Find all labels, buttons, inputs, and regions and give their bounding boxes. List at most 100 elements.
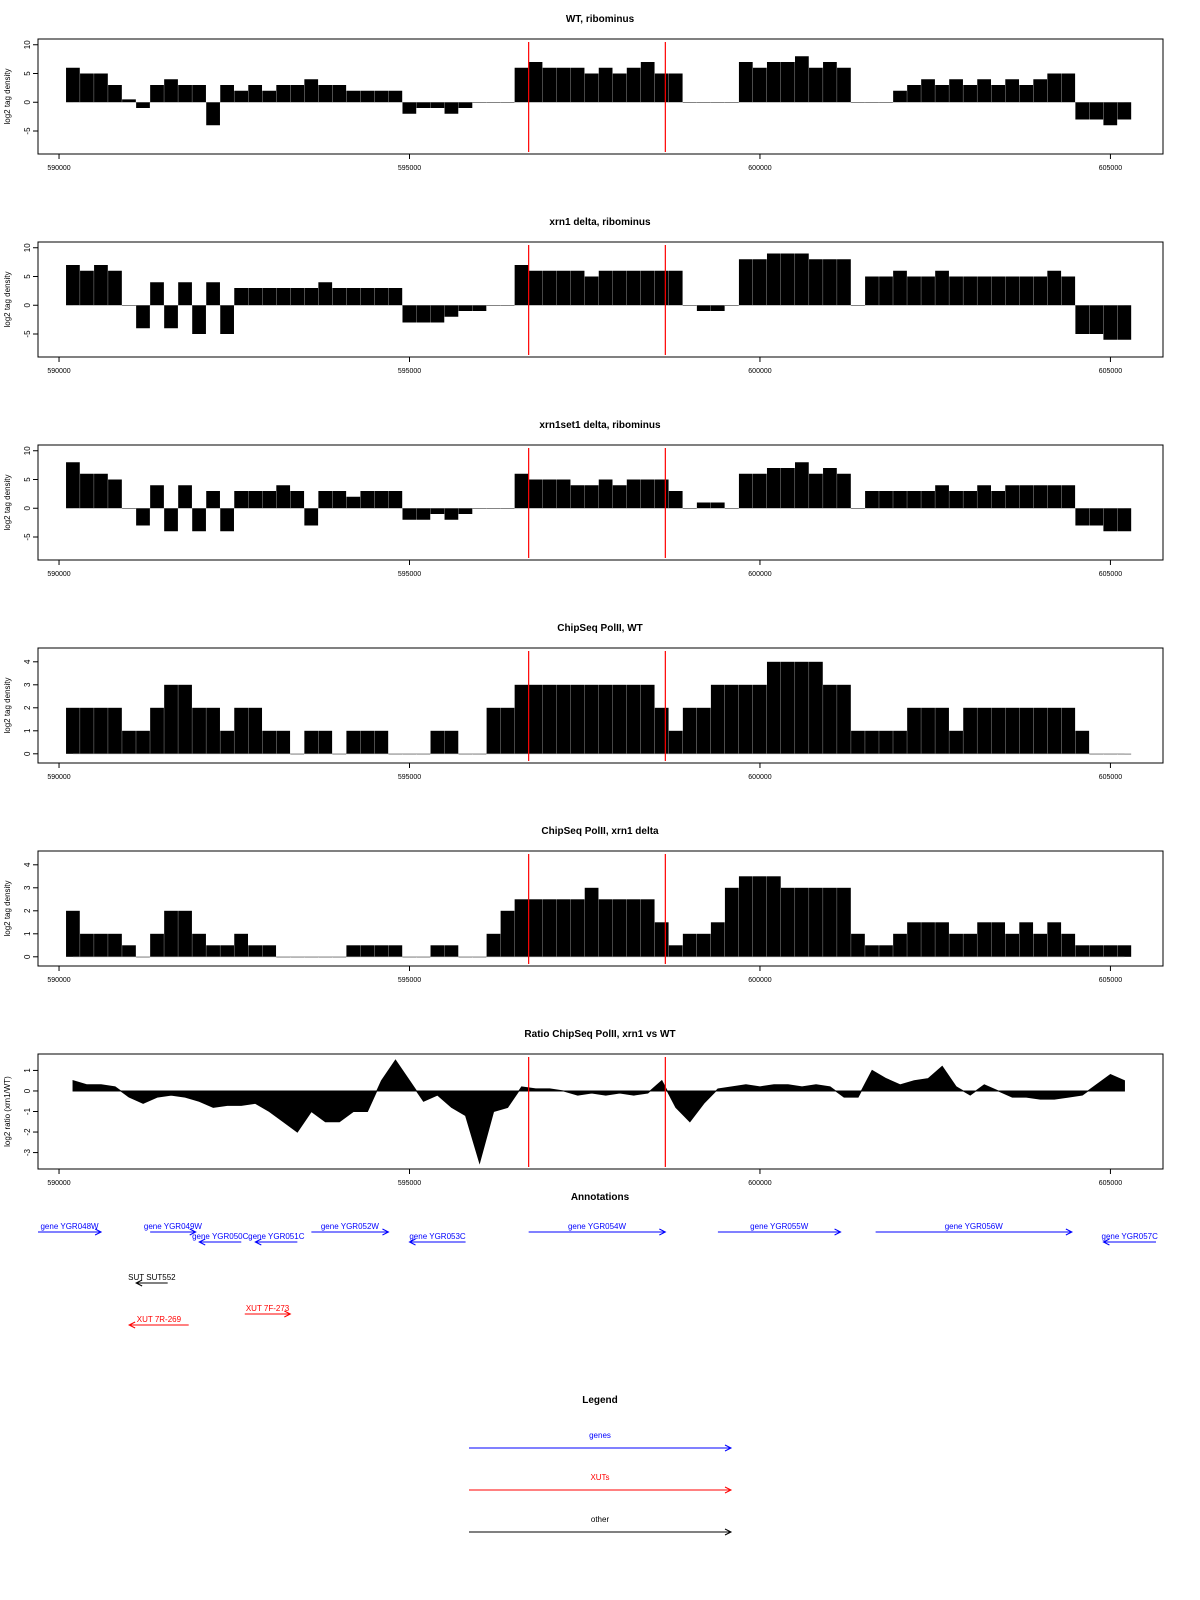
density-bar bbox=[893, 933, 907, 957]
density-bar bbox=[921, 707, 935, 754]
plot-frame bbox=[37, 38, 1164, 155]
density-bar bbox=[192, 933, 206, 957]
density-bar bbox=[949, 730, 963, 754]
density-bar bbox=[696, 933, 711, 957]
density-bar bbox=[809, 67, 823, 103]
density-bar bbox=[346, 496, 361, 509]
density-bar bbox=[1033, 707, 1048, 754]
panel-1: WT, ribominus -5 0 5 10 log2 tag density 59000… bbox=[3, 14, 1164, 172]
x-tick-label: 600000 bbox=[748, 368, 771, 375]
density-bar bbox=[458, 508, 473, 514]
density-bar bbox=[80, 933, 94, 957]
density-bar bbox=[584, 73, 599, 103]
density-bar bbox=[374, 730, 389, 754]
density-bar bbox=[949, 79, 963, 103]
feature-arrowhead bbox=[408, 1238, 416, 1246]
feature-label: gene YGR057C bbox=[1102, 1232, 1159, 1241]
density-bar bbox=[823, 259, 837, 306]
annotation-feature: gene YGR056W bbox=[875, 1222, 1073, 1236]
density-bar bbox=[276, 730, 291, 754]
density-bar bbox=[738, 259, 753, 306]
density-bar bbox=[598, 479, 613, 509]
x-tick-label: 590000 bbox=[47, 774, 70, 781]
feature-label: XUT 7R-269 bbox=[137, 1315, 182, 1324]
density-bar bbox=[332, 85, 347, 103]
plot-frame bbox=[37, 850, 1164, 967]
density-bar bbox=[837, 684, 851, 754]
density-bar bbox=[640, 479, 655, 509]
density-bar bbox=[795, 462, 809, 509]
density-bar bbox=[963, 933, 977, 957]
feature-arrowhead bbox=[1065, 1228, 1073, 1236]
density-bar bbox=[1005, 933, 1020, 957]
density-bar bbox=[963, 491, 977, 509]
density-bar bbox=[374, 491, 389, 509]
annotation-feature: gene YGR057C bbox=[1102, 1232, 1159, 1246]
density-bar bbox=[458, 305, 473, 311]
density-bar bbox=[865, 491, 879, 509]
y-tick-label: 3 bbox=[23, 885, 32, 890]
y-tick-label: 3 bbox=[23, 682, 32, 687]
density-bar bbox=[206, 491, 220, 509]
density-bar bbox=[346, 288, 361, 306]
density-bar bbox=[893, 270, 907, 306]
density-bar bbox=[851, 933, 865, 957]
density-bar bbox=[668, 270, 683, 306]
density-bar bbox=[921, 491, 935, 509]
density-bar bbox=[977, 276, 991, 306]
density-bar bbox=[542, 479, 557, 509]
legend-title: Legend bbox=[582, 1395, 618, 1406]
density-bar bbox=[907, 85, 921, 103]
y-tick-label: -1 bbox=[23, 1107, 32, 1115]
density-bar bbox=[1019, 85, 1034, 103]
density-bar bbox=[823, 468, 837, 509]
density-bar bbox=[823, 684, 837, 754]
x-tick-label: 605000 bbox=[1099, 165, 1122, 172]
density-bar bbox=[122, 99, 136, 103]
density-bar bbox=[136, 508, 150, 526]
density-bar bbox=[780, 661, 795, 754]
density-bar bbox=[823, 887, 837, 957]
density-bar bbox=[360, 945, 375, 957]
annotations-title: Annotations bbox=[571, 1192, 630, 1203]
density-bar bbox=[907, 491, 921, 509]
density-bar bbox=[626, 270, 641, 306]
density-bar bbox=[276, 288, 291, 306]
density-bar bbox=[668, 730, 683, 754]
density-bar bbox=[612, 73, 627, 103]
density-bar bbox=[724, 684, 739, 754]
density-bar bbox=[1117, 305, 1132, 340]
density-bar bbox=[514, 473, 529, 509]
panel-title: xrn1 delta, ribominus bbox=[549, 217, 651, 228]
density-bar bbox=[542, 67, 557, 103]
density-bar bbox=[318, 282, 333, 306]
density-bar bbox=[1075, 730, 1090, 754]
density-bar bbox=[738, 62, 753, 103]
panel-2: xrn1 delta, ribominus -5 0 5 10 log2 tag dens… bbox=[3, 217, 1164, 375]
density-bar bbox=[570, 485, 585, 509]
density-bar bbox=[865, 276, 879, 306]
density-bar bbox=[178, 85, 192, 103]
density-bar bbox=[1075, 102, 1090, 120]
density-bar bbox=[935, 485, 949, 509]
density-bar bbox=[1061, 707, 1076, 754]
density-bar bbox=[1061, 485, 1076, 509]
x-tick-label: 600000 bbox=[748, 1180, 771, 1187]
density-bar bbox=[276, 85, 291, 103]
density-bar bbox=[598, 67, 613, 103]
density-bar bbox=[809, 887, 823, 957]
x-tick-label: 600000 bbox=[748, 165, 771, 172]
density-bar bbox=[837, 887, 851, 957]
density-bar bbox=[640, 684, 655, 754]
density-bar bbox=[304, 79, 319, 103]
density-bar bbox=[262, 288, 277, 306]
density-bar bbox=[206, 945, 220, 957]
density-bar bbox=[598, 270, 613, 306]
legend-panel: Legend genes XUTs other bbox=[469, 1395, 733, 1536]
feature-arrowhead bbox=[1102, 1238, 1110, 1246]
density-bar bbox=[724, 887, 739, 957]
density-bar bbox=[766, 468, 781, 509]
density-bar bbox=[696, 707, 711, 754]
density-bar bbox=[136, 102, 150, 108]
density-bar bbox=[108, 85, 122, 103]
